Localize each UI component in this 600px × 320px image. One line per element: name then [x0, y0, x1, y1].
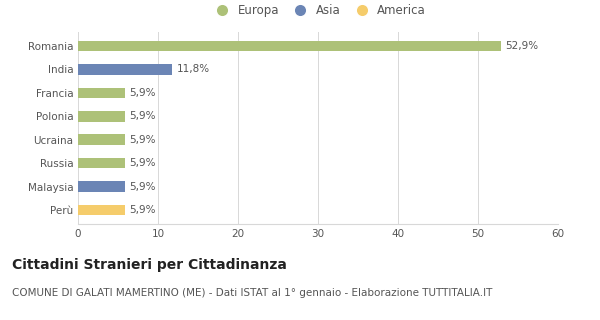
Bar — [78, 181, 125, 192]
Bar — [78, 205, 125, 215]
Bar — [78, 158, 125, 168]
Bar — [78, 64, 172, 75]
Text: 5,9%: 5,9% — [129, 135, 156, 145]
Legend: Europa, Asia, America: Europa, Asia, America — [206, 0, 430, 22]
Text: 5,9%: 5,9% — [129, 111, 156, 121]
Bar — [78, 111, 125, 122]
Bar — [78, 88, 125, 98]
Text: 5,9%: 5,9% — [129, 88, 156, 98]
Text: 5,9%: 5,9% — [129, 158, 156, 168]
Text: Cittadini Stranieri per Cittadinanza: Cittadini Stranieri per Cittadinanza — [12, 258, 287, 272]
Text: 5,9%: 5,9% — [129, 181, 156, 192]
Text: 5,9%: 5,9% — [129, 205, 156, 215]
Bar — [78, 134, 125, 145]
Text: 11,8%: 11,8% — [176, 64, 209, 75]
Text: COMUNE DI GALATI MAMERTINO (ME) - Dati ISTAT al 1° gennaio - Elaborazione TUTTIT: COMUNE DI GALATI MAMERTINO (ME) - Dati I… — [12, 288, 493, 298]
Bar — [78, 41, 501, 51]
Text: 52,9%: 52,9% — [505, 41, 538, 51]
